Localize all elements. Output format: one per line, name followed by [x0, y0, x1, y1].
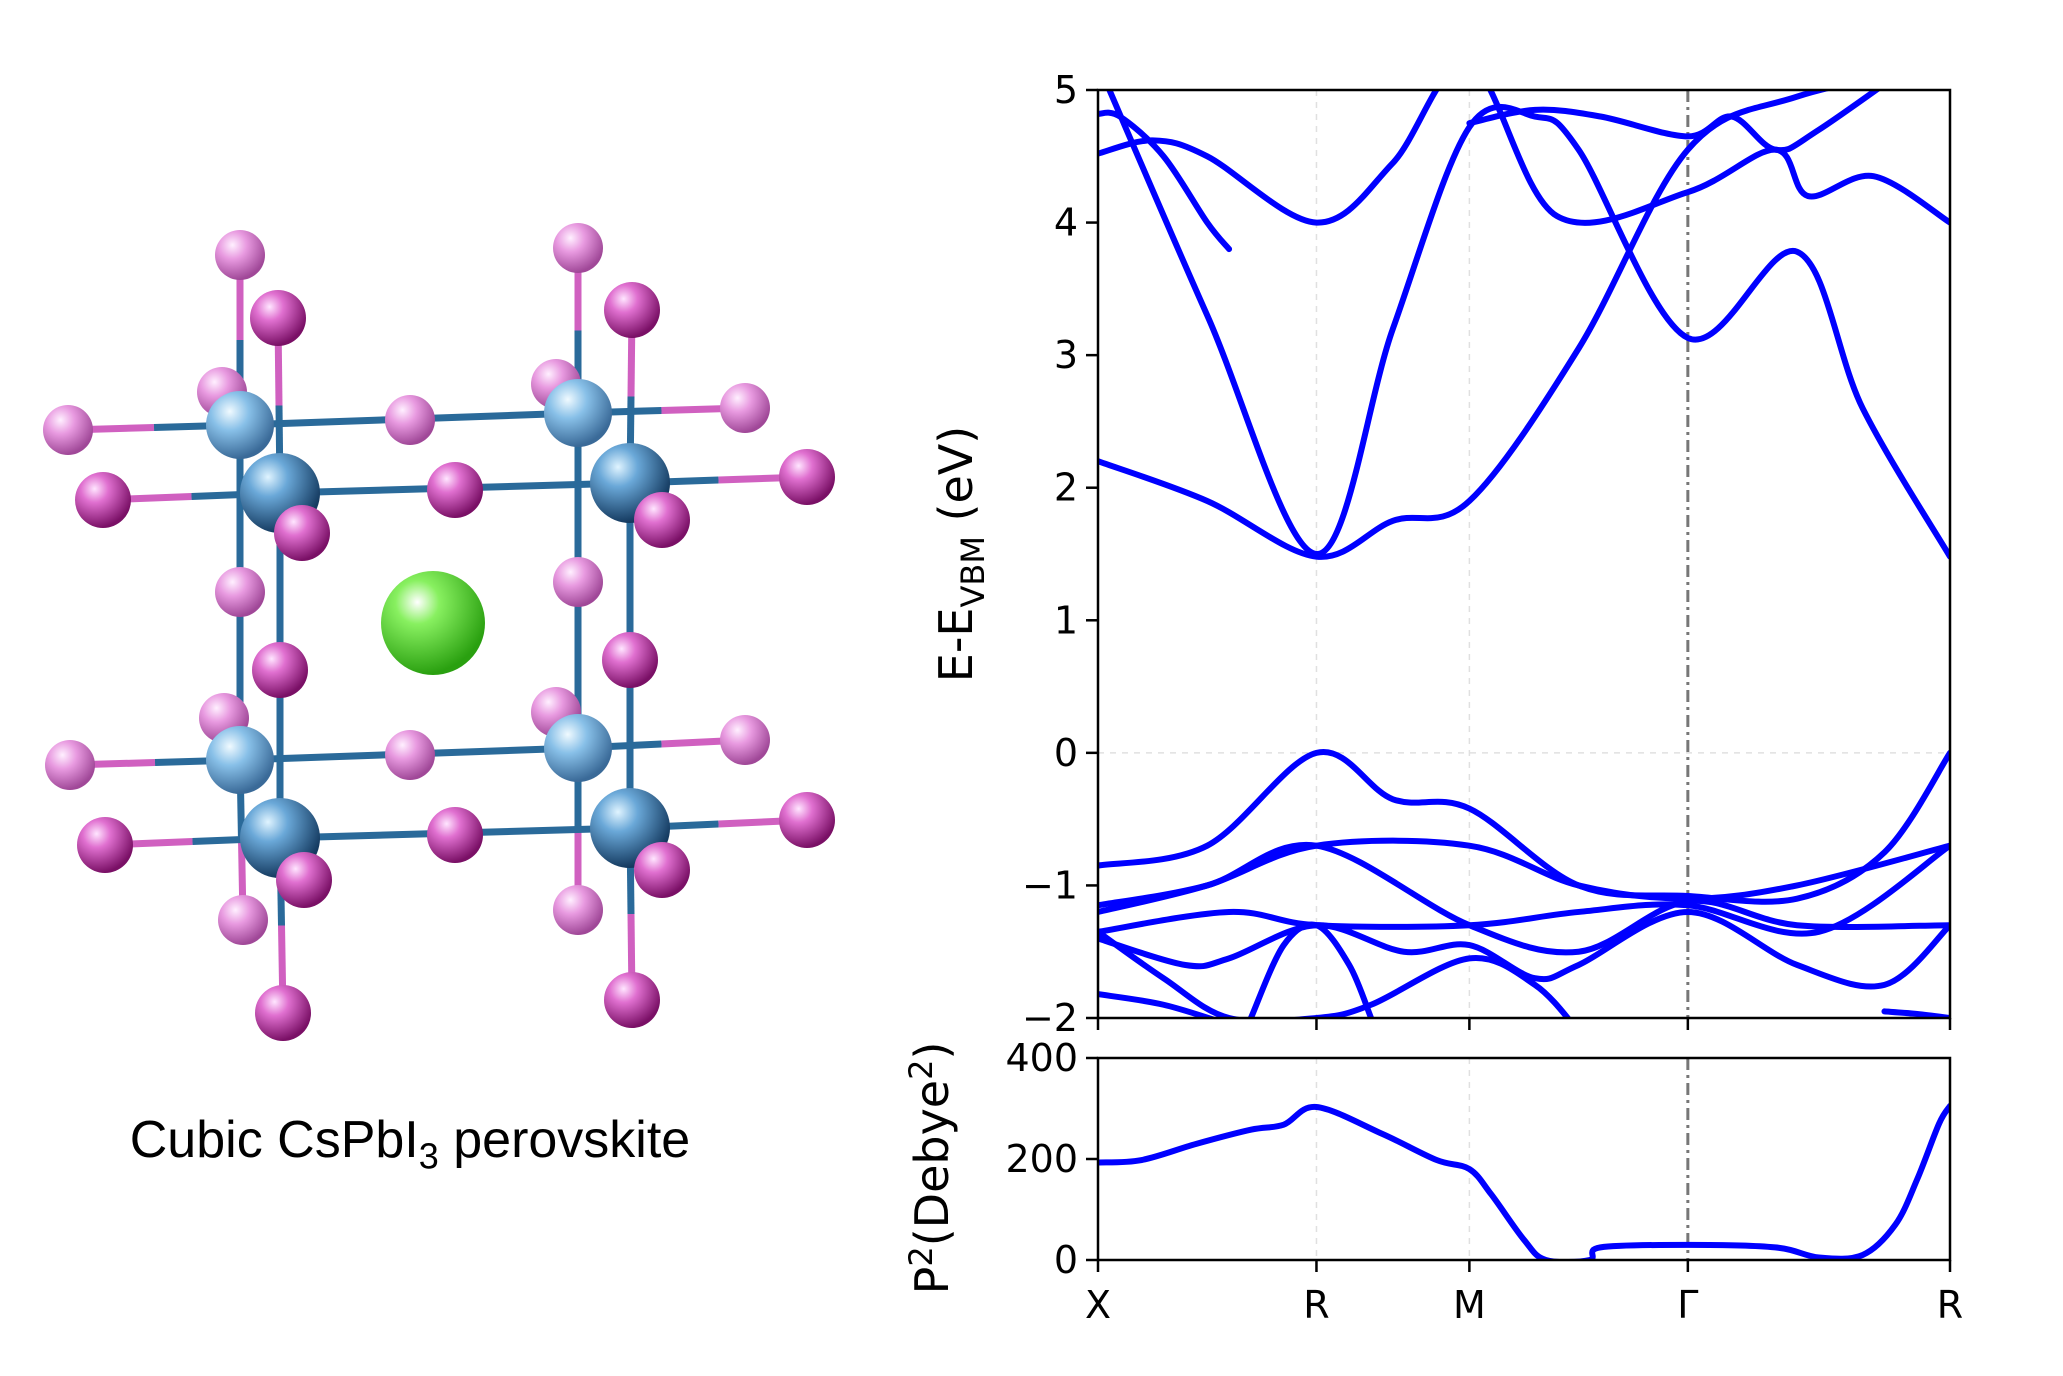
y-tick-label: 200 [1005, 1137, 1078, 1181]
iodine-atom [720, 715, 770, 765]
iodine-atom [779, 792, 835, 848]
y-tick-label: −2 [1022, 996, 1078, 1040]
series-cb1 [1098, 90, 1833, 560]
iodine-atom [720, 383, 770, 433]
lead-atom [544, 714, 612, 782]
y-tick-label: 400 [1005, 1036, 1078, 1080]
x-tick-label: R [1937, 1283, 1963, 1327]
series-vb3 [1098, 841, 1950, 956]
series-p2 [1098, 1102, 1950, 1260]
iodine-atom [385, 395, 435, 445]
p2-ylabel-rest: (Debye [905, 1080, 959, 1246]
y-tick-label: 1 [1054, 598, 1078, 642]
iodine-atom [45, 740, 95, 790]
series-vb6 [1098, 928, 1572, 1018]
band-ylabel-sub: VBM [954, 536, 992, 607]
series-cb4 [1098, 109, 1233, 253]
iodine-atom [252, 642, 308, 698]
iodine-atom [215, 230, 265, 280]
p2-ylabel-end: ) [905, 1042, 959, 1060]
lead-atom [206, 391, 274, 459]
series-vb8 [1098, 991, 1219, 1018]
series-cb3 [1098, 90, 1950, 226]
y-tick-label: 2 [1054, 466, 1078, 510]
iodine-atom [634, 492, 690, 548]
iodine-atom [250, 290, 306, 346]
iodine-atom [43, 405, 93, 455]
y-tick-label: 3 [1054, 333, 1078, 377]
iodine-atom [604, 282, 660, 338]
plot-frame [1096, 1056, 1952, 1262]
series-vb7 [1247, 921, 1375, 1018]
lead-atom [206, 726, 274, 794]
iodine-atom [553, 885, 603, 935]
iodine-atom [385, 730, 435, 780]
iodine-atom [255, 985, 311, 1041]
lead-atom [544, 379, 612, 447]
iodine-atom [427, 807, 483, 863]
band-ylabel-unit: (eV) [929, 426, 983, 536]
iodine-atom [427, 462, 483, 518]
iodine-atom [215, 567, 265, 617]
y-tick-label: −1 [1022, 863, 1078, 907]
p2-ylabel-sup2: 2 [902, 1060, 940, 1080]
x-tick-label: R [1303, 1283, 1329, 1327]
series-vb1 [1098, 749, 1950, 905]
series-cb2 [1106, 90, 1950, 560]
iodine-atom [634, 842, 690, 898]
band-structure-chart: 5 4 3 2 1 0 −1 −2 E-EVBM (eV) [929, 68, 1952, 1040]
band-ylabel: E-EVBM (eV) [929, 426, 992, 682]
x-tick-label: M [1453, 1283, 1486, 1327]
p2-ylabel-sup: 2 [902, 1246, 940, 1266]
iodine-atom [602, 632, 658, 688]
x-tick-label: X [1085, 1283, 1111, 1327]
y-tick-label: 0 [1054, 731, 1078, 775]
band-ylabel-main: E-E [929, 608, 983, 683]
plot-frame [1096, 88, 1952, 1020]
iodine-atom [604, 972, 660, 1028]
x-tick-label: Γ [1677, 1283, 1698, 1327]
series-group [1098, 1102, 1950, 1260]
perovskite-structure-illustration [43, 223, 835, 1041]
structure-caption: Cubic CsPbI3 perovskite [60, 1110, 760, 1177]
series-cb5 [1466, 90, 1882, 154]
iodine-atom [75, 472, 131, 528]
y-tick-label: 0 [1054, 1238, 1078, 1282]
cesium-atom [381, 571, 485, 675]
p2-ylabel: P2(Debye2) [902, 1042, 959, 1295]
iodine-atom [276, 852, 332, 908]
caption-prefix: Cubic CsPbI [129, 1111, 419, 1169]
iodine-atom [553, 223, 603, 273]
iodine-atom [218, 895, 268, 945]
series-vb4 [1098, 842, 1950, 937]
p2-ylabel-main: P [905, 1267, 959, 1295]
iodine-atom [779, 449, 835, 505]
series-group [1098, 90, 1950, 1018]
caption-subscript: 3 [418, 1135, 439, 1177]
iodine-atom [553, 557, 603, 607]
y-tick-label: 4 [1054, 201, 1078, 245]
y-tick-label: 5 [1054, 68, 1078, 112]
caption-suffix: perovskite [438, 1111, 691, 1169]
iodine-atom [77, 817, 133, 873]
iodine-atom [274, 505, 330, 561]
